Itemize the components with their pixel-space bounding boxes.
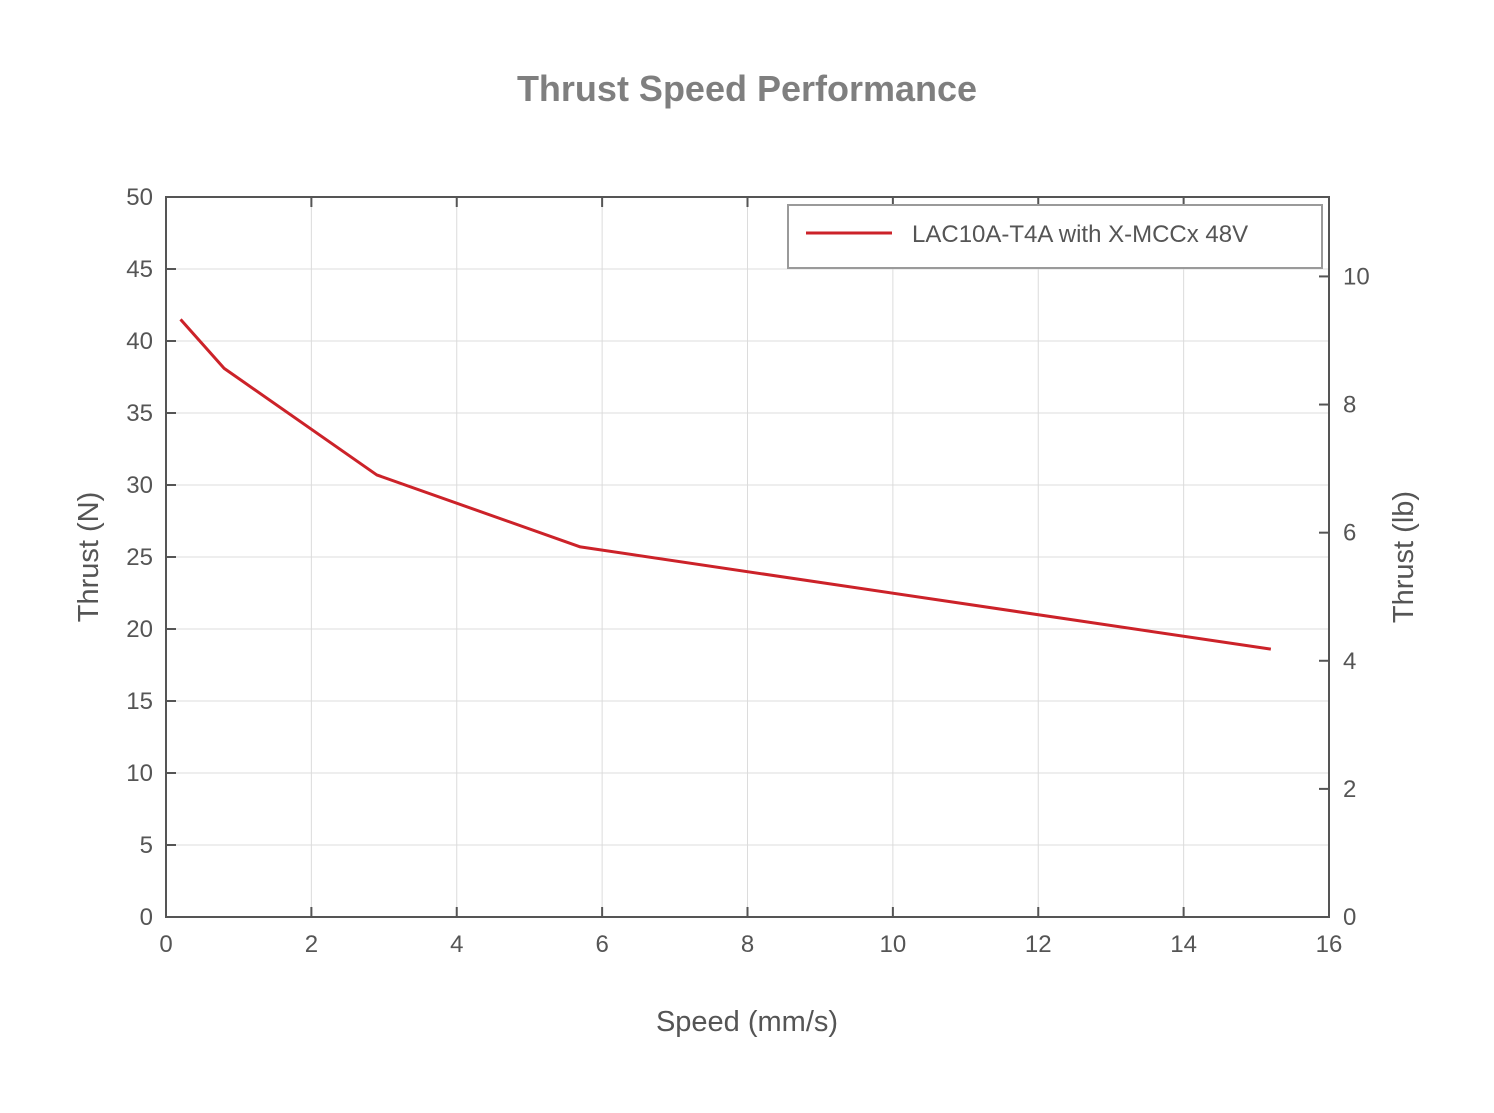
x-tick-label: 4 xyxy=(450,931,463,958)
x-tick-label: 14 xyxy=(1170,931,1197,958)
y-right-tick-label: 0 xyxy=(1343,904,1356,931)
x-tick-label: 16 xyxy=(1316,931,1343,958)
y-tick-label: 50 xyxy=(126,184,153,211)
y-tick-label: 20 xyxy=(126,616,153,643)
y-right-tick-label: 10 xyxy=(1343,263,1370,290)
y-right-tick-label: 8 xyxy=(1343,392,1356,419)
x-tick-label: 2 xyxy=(305,931,318,958)
y-tick-label: 10 xyxy=(126,760,153,787)
x-tick-label: 6 xyxy=(595,931,608,958)
series-line xyxy=(179,318,1272,651)
y-right-tick-label: 6 xyxy=(1343,520,1356,547)
series-layer xyxy=(179,318,1272,651)
legend-entry-label: LAC10A-T4A with X-MCCx 48V xyxy=(912,221,1248,248)
y-tick-label: 40 xyxy=(126,328,153,355)
x-tick-label: 0 xyxy=(159,931,172,958)
legend-box xyxy=(787,204,1323,269)
legend: LAC10A-T4A with X-MCCx 48V xyxy=(787,204,1323,269)
chart-title: Thrust Speed Performance xyxy=(517,68,977,109)
y-tick-label: 30 xyxy=(126,472,153,499)
x-tick-label: 12 xyxy=(1025,931,1052,958)
y-axis-label-left: Thrust (N) xyxy=(73,492,105,623)
x-axis-label: Speed (mm/s) xyxy=(656,1006,838,1038)
y-tick-label: 0 xyxy=(140,904,153,931)
y-right-tick-label: 4 xyxy=(1343,648,1356,675)
y-tick-label: 35 xyxy=(126,400,153,427)
y-tick-label: 45 xyxy=(126,256,153,283)
y-right-tick-label: 2 xyxy=(1343,776,1356,803)
y-tick-label: 25 xyxy=(126,544,153,571)
x-tick-label: 8 xyxy=(741,931,754,958)
y-axis-label-right: Thrust (lb) xyxy=(1388,491,1420,623)
y-tick-label: 5 xyxy=(140,832,153,859)
x-tick-label: 10 xyxy=(880,931,907,958)
y-tick-label: 15 xyxy=(126,688,153,715)
grid xyxy=(166,197,1329,917)
